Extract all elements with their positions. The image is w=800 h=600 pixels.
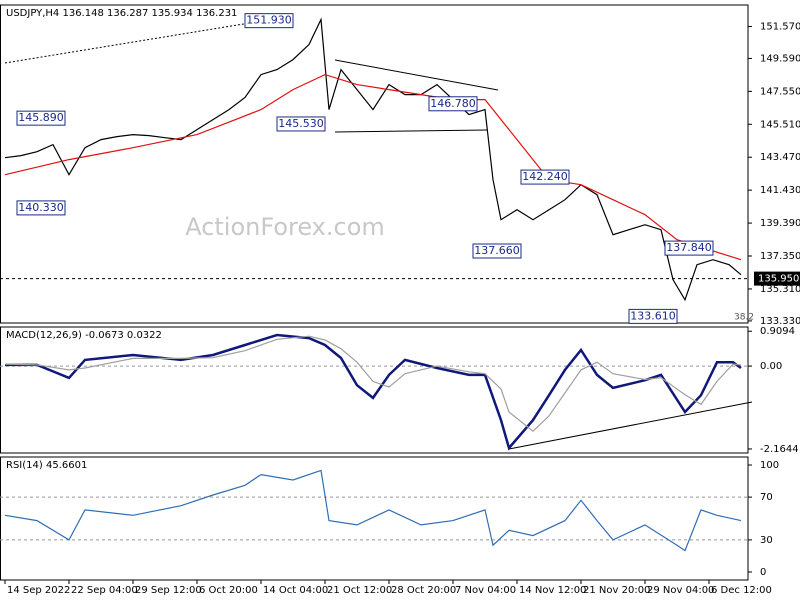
annotation-box [520,169,570,185]
x-tick-label: 29 Sep 12:00 [135,585,202,596]
annotation-label: 145.890 [18,111,64,124]
y-tick-label: 30 [760,535,773,546]
y-tick-label: 100 [760,460,779,471]
y-tick-label: 151.570 [760,21,800,32]
series-line [4,469,742,552]
annotation-box [276,116,326,132]
x-tick-label: 6 Dec 12:00 [711,585,772,596]
y-tick-label: 70 [760,492,773,503]
y-tick-label: 141.430 [760,185,800,196]
y-tick-label: 145.510 [760,119,800,130]
y-tick-label: 135.310 [760,284,800,295]
fib-level-label: 38.2 [734,313,754,323]
trend-line [508,401,753,450]
panel-title: USDJPY,H4 136.148 136.287 135.934 136.23… [6,8,237,19]
current-price-box [754,271,800,286]
annotation-label: 142.240 [522,170,568,183]
panel-border [0,4,749,324]
annotation-label: 151.930 [246,14,292,27]
y-tick-label: 0 [760,567,766,578]
annotation-label: 137.660 [474,244,520,257]
y-tick-label: 139.390 [760,218,800,229]
trend-line [334,129,488,133]
annotation-label: 140.330 [18,201,64,214]
x-tick-label: 6 Oct 20:00 [199,585,258,596]
series-line [4,335,742,432]
y-tick-label: 133.330 [760,316,800,327]
annotation-label: 137.840 [666,241,712,254]
x-tick-label: 29 Nov 04:00 [647,585,714,596]
x-tick-label: 7 Nov 04:00 [455,585,516,596]
x-tick-label: 22 Sep 04:00 [71,585,138,596]
x-tick-label: 21 Oct 12:00 [327,585,392,596]
annotation-label: 145.530 [278,117,324,130]
annotation-box [472,243,522,259]
annotation-box [16,110,66,126]
x-tick-label: 14 Oct 04:00 [263,585,328,596]
trend-line [4,19,269,64]
panel-title: RSI(14) 45.6601 [6,460,87,471]
y-tick-label: 147.550 [760,86,800,97]
series-line [4,17,742,302]
y-tick-label: 149.590 [760,53,800,64]
annotation-box [428,96,478,112]
panel-border [0,456,749,581]
annotation-box [628,308,678,324]
y-tick-label: 0.9094 [760,326,795,337]
annotation-box [664,240,714,256]
y-tick-label: 137.350 [760,251,800,262]
x-tick-label: 14 Nov 12:00 [519,585,586,596]
y-tick-label: 0.00 [760,361,782,372]
current-price-label: 135.950 [758,274,799,285]
annotation-label: 133.610 [630,309,676,322]
panel-title: MACD(12,26,9) -0.0673 0.0322 [6,330,162,341]
watermark: ActionForex.com [185,213,385,241]
trend-line [334,59,499,91]
y-tick-label: 143.470 [760,152,800,163]
y-tick-label: -2.1644 [760,444,799,455]
annotation-box [16,200,66,216]
panel-border [0,326,749,454]
x-tick-label: 28 Oct 20:00 [391,585,456,596]
x-tick-label: 14 Sep 2022 [7,585,70,596]
x-tick-label: 21 Nov 20:00 [583,585,650,596]
annotation-box [244,13,294,29]
annotation-label: 146.780 [430,97,476,110]
